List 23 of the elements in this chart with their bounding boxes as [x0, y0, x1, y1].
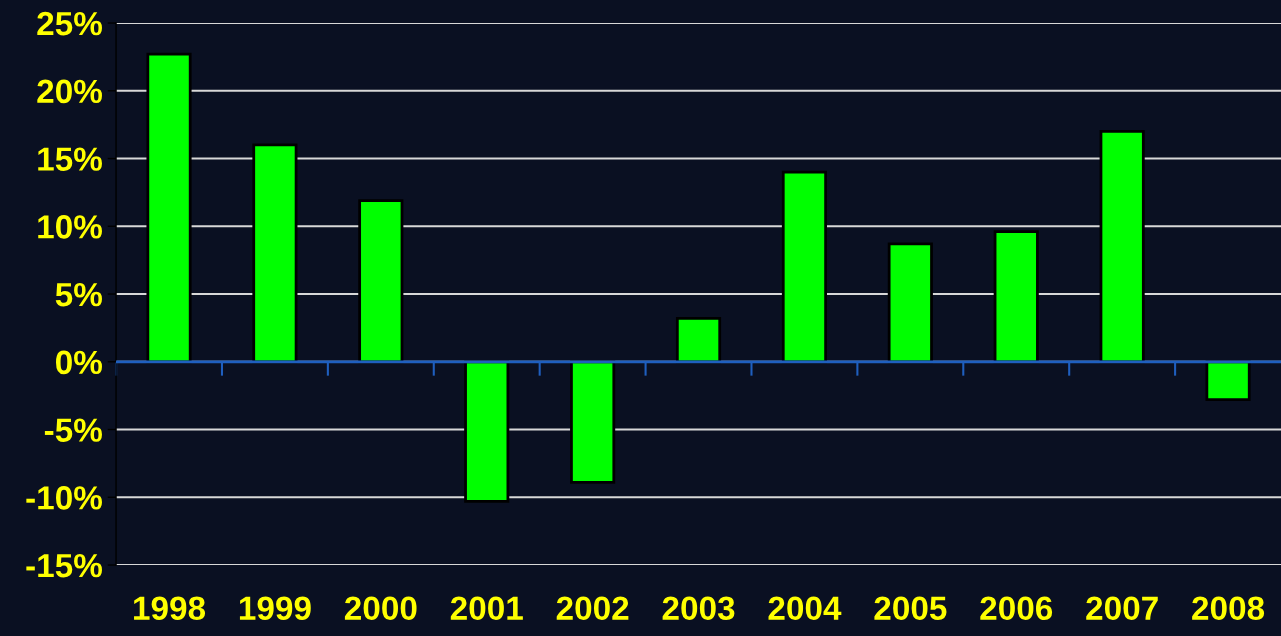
y-tick-label: 15%	[38, 147, 102, 171]
y-tick-label: 10%	[38, 215, 102, 239]
y-tick-label: 20%	[37, 79, 102, 104]
bar	[1205, 360, 1251, 402]
y-tick-label: 25%	[37, 11, 102, 36]
x-tick-label: 1998	[134, 596, 206, 621]
x-tick-label: 2002	[556, 596, 629, 621]
y-tick-label: -5%	[44, 418, 102, 442]
x-tick-label: 2006	[980, 596, 1053, 621]
x-tick-label: 2005	[874, 596, 947, 621]
x-tick-label: 2001	[450, 596, 523, 621]
y-tick-label: 5%	[55, 282, 102, 307]
x-tick-label: 2003	[662, 596, 735, 621]
x-tick-label: 2008	[1192, 596, 1265, 621]
y-tick-label: 0%	[56, 350, 102, 375]
x-tick-label: 2000	[344, 596, 417, 621]
bar	[464, 360, 510, 503]
x-tick-label: 1999	[239, 596, 311, 621]
bar	[570, 360, 616, 484]
y-tick-label: -10%	[26, 486, 102, 510]
y-tick-label: -15%	[26, 553, 102, 578]
x-tick-label: 2004	[768, 596, 842, 621]
x-tick-label: 2007	[1086, 596, 1158, 621]
